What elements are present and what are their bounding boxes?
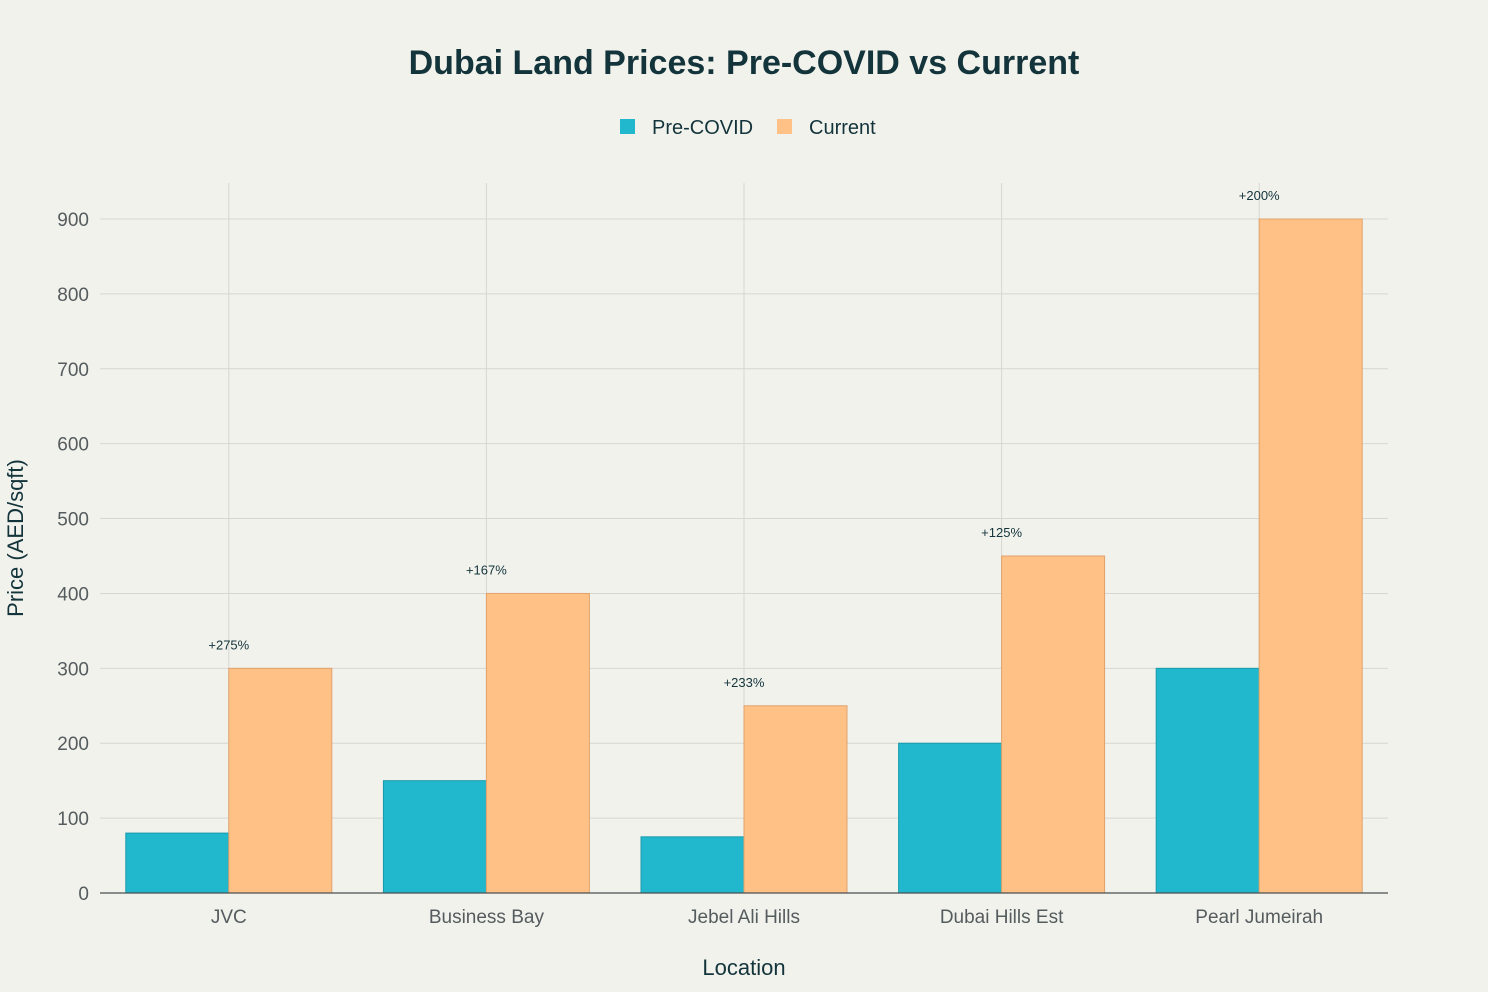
chart-title: Dubai Land Prices: Pre-COVID vs Current — [409, 44, 1080, 82]
legend: Pre-COVID Current — [620, 117, 876, 139]
y-tick-label: 600 — [57, 435, 89, 456]
y-tick-label: 400 — [57, 584, 89, 605]
legend-swatch-current — [777, 119, 792, 134]
y-tick-label: 800 — [57, 285, 89, 306]
y-tick-label: 500 — [57, 510, 89, 531]
y-axis-title: Price (AED/sqft) — [3, 459, 28, 617]
bar-pre-covid — [125, 832, 230, 894]
bar-current — [743, 705, 848, 894]
x-tick-label: Jebel Ali Hills — [688, 907, 800, 928]
y-tick-label: 200 — [57, 734, 89, 755]
legend-label-current: Current — [809, 117, 876, 139]
y-tick-label: 100 — [57, 809, 89, 830]
bar-pre-covid — [382, 780, 487, 894]
x-tick-label: Dubai Hills Est — [940, 907, 1064, 928]
axes: 0 100 200 300 400 500 600 700 800 900 JVC Business … — [57, 210, 1388, 928]
x-tick-label: Pearl Jumeirah — [1195, 907, 1323, 928]
bar-annotation: +233% — [724, 675, 765, 690]
legend-swatch-pre-covid — [620, 119, 635, 134]
bar-annotation: +200% — [1239, 188, 1280, 203]
bar-pre-covid — [1155, 667, 1260, 894]
y-tick-label: 300 — [57, 659, 89, 680]
bar-annotation: +275% — [208, 637, 249, 652]
x-tick-label: Business Bay — [429, 907, 545, 928]
bar-current — [1258, 218, 1363, 894]
y-tick-label: 700 — [57, 360, 89, 381]
bar-annotation: +167% — [466, 562, 507, 577]
bar-annotations: +275% +167% +233% +125% +200% — [208, 188, 1280, 690]
bar-annotation: +125% — [981, 525, 1022, 540]
bars — [125, 218, 1363, 894]
x-axis-title: Location — [702, 955, 785, 980]
bar-current — [485, 592, 590, 894]
x-tick-label: JVC — [211, 907, 247, 928]
legend-label-pre-covid: Pre-COVID — [652, 117, 753, 139]
bar-pre-covid — [898, 742, 1003, 894]
bar-pre-covid — [640, 836, 745, 894]
bar-current — [228, 667, 333, 894]
y-tick-label: 900 — [57, 210, 89, 231]
y-tick-label: 0 — [78, 884, 89, 905]
bar-current — [1001, 555, 1106, 894]
